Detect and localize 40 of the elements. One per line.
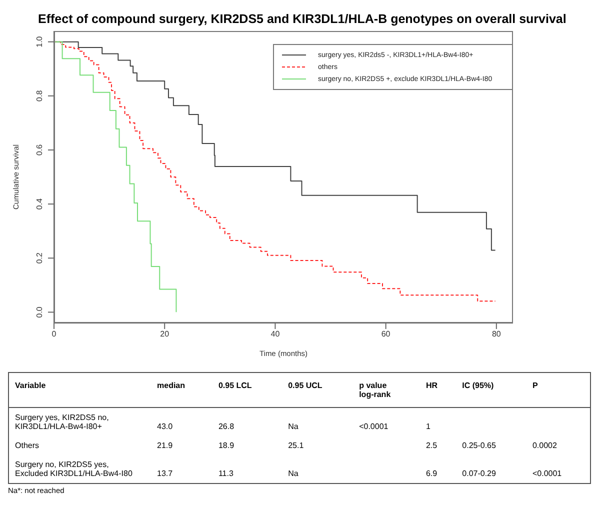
text: 11.3 <box>217 468 234 480</box>
text: median <box>156 380 186 392</box>
text: P <box>531 380 539 392</box>
y-tick-label: 0.8 <box>35 90 44 102</box>
text: <0.0001 <box>358 421 390 433</box>
text: 0.95 UCL <box>287 380 324 392</box>
text: 43.0 <box>156 421 174 433</box>
text: 26.8 <box>217 421 236 433</box>
x-tick-label: 60 <box>381 330 391 339</box>
x-tick-label: 20 <box>160 330 170 339</box>
text: 0.07-0.29 <box>461 468 497 480</box>
y-tick-label: 0.6 <box>35 144 44 156</box>
x-tick-label: 80 <box>492 330 502 339</box>
text: IC (95%) <box>461 380 495 392</box>
text: Na <box>287 468 300 480</box>
text: p value log-rank <box>358 380 392 401</box>
text: Variable <box>14 380 47 392</box>
text: 13.7 <box>156 468 174 480</box>
y-tick-label: 0.4 <box>35 198 44 210</box>
text: 18.9 <box>217 440 236 452</box>
chart-title: Effect of compound surgery, KIR2DS5 and KIR3DL1/HLA-B genotypes on overall survival <box>38 12 566 26</box>
y-tick-label: 0.0 <box>35 306 44 318</box>
text: HR <box>424 380 439 392</box>
text: Surgery yes, KIR2DS5 no, KIR3DL1/HLA-Bw4-I80+ <box>14 412 110 433</box>
text: 1 <box>424 421 432 433</box>
text: Na <box>287 421 300 433</box>
text: 6.9 <box>424 468 438 480</box>
text: 0.0002 <box>531 440 558 452</box>
text: Others <box>14 440 40 452</box>
text: 0.95 LCL <box>217 380 253 392</box>
text: 2.5 <box>424 440 438 452</box>
text: 25.1 <box>287 440 305 452</box>
x-tick-label: 0 <box>52 330 57 339</box>
text: 0.25-0.65 <box>461 440 497 452</box>
y-tick-label: 1.0 <box>35 36 44 48</box>
x-tick-label: 40 <box>270 330 280 339</box>
text: 21.9 <box>156 440 174 452</box>
y-tick-label: 0.2 <box>35 252 44 264</box>
text: Surgery no, KIR2DS5 yes, Excluded KIR3DL1/HLA-Bw4-I80 <box>14 459 134 480</box>
text: <0.0001 <box>531 468 563 480</box>
